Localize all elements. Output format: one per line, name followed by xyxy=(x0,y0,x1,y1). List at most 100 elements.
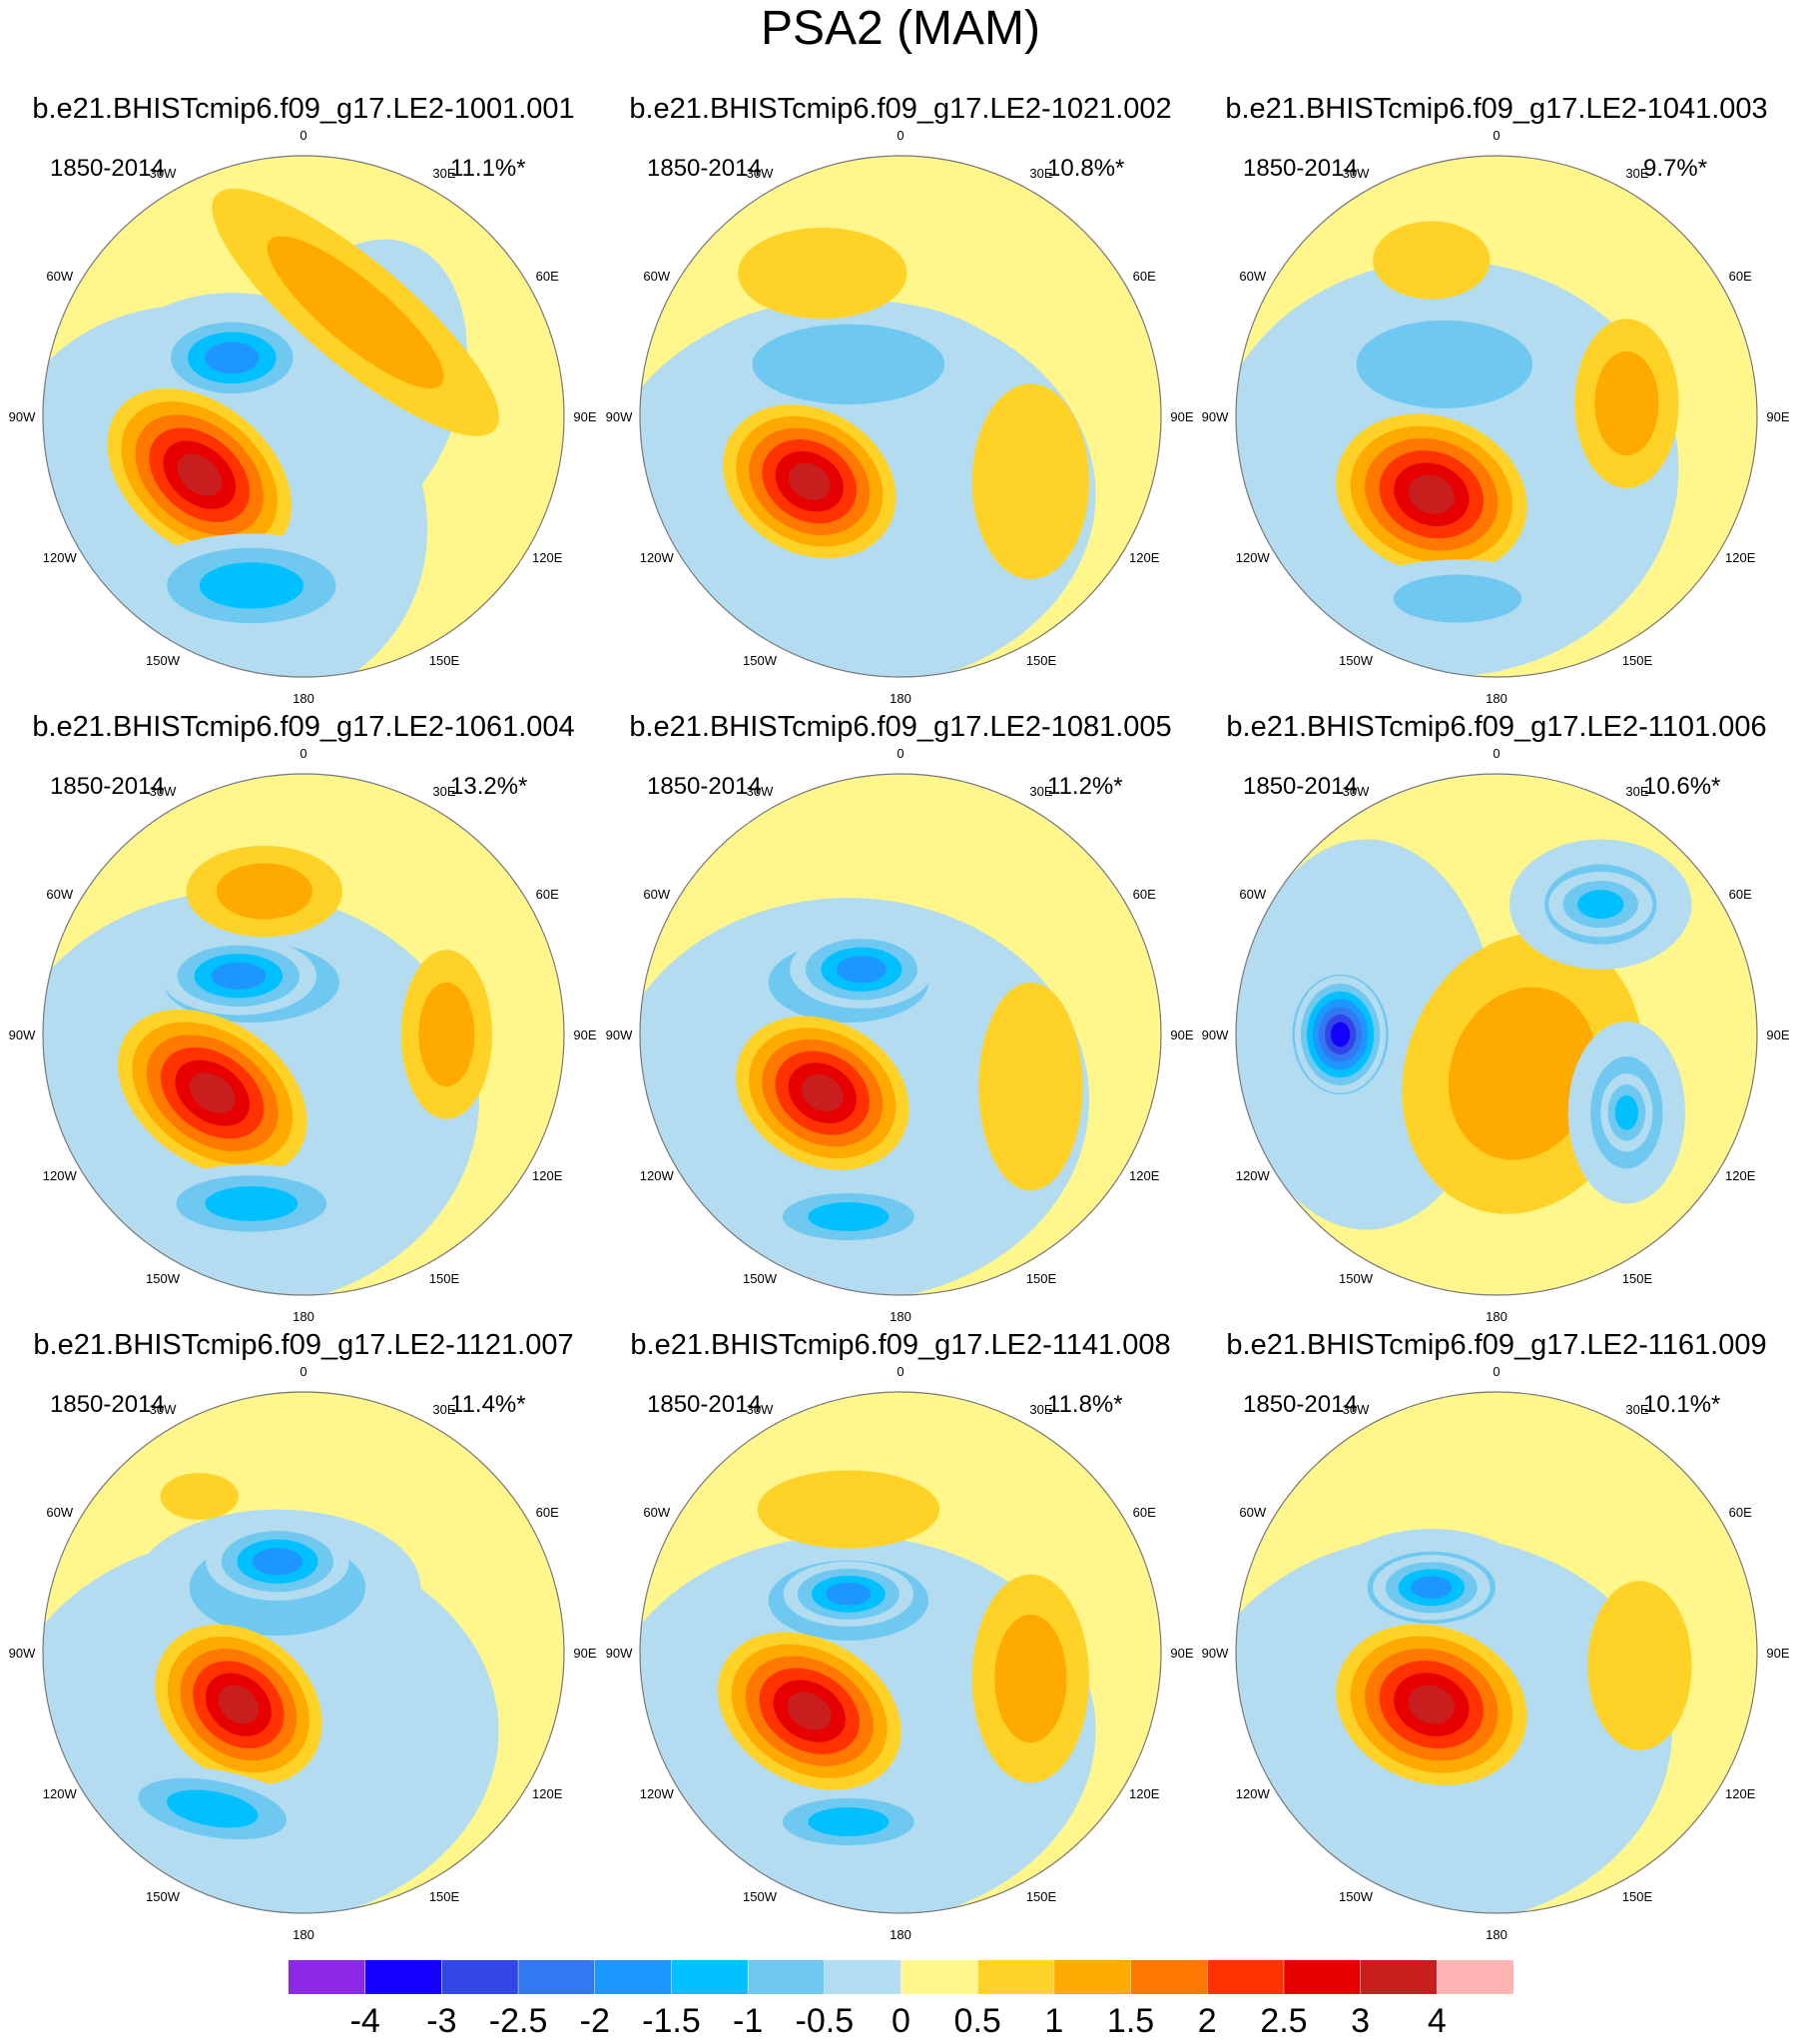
longitude-label: 30E xyxy=(1625,166,1648,181)
map-field xyxy=(43,1392,564,1913)
longitude-label: 180 xyxy=(1486,691,1507,706)
panel-title: b.e21.BHISTcmip6.f09_g17.LE2-1101.006 xyxy=(1226,711,1766,743)
panel-title: b.e21.BHISTcmip6.f09_g17.LE2-1061.004 xyxy=(32,711,574,743)
longitude-label: 60W xyxy=(46,1505,73,1520)
longitude-label: 90E xyxy=(1766,1646,1789,1661)
longitude-label: 120W xyxy=(43,1786,78,1801)
map-field xyxy=(43,156,564,677)
map-panel: b.e21.BHISTcmip6.f09_g17.LE2-1121.007 185… xyxy=(9,1329,597,1942)
anomaly-contour xyxy=(1373,221,1491,300)
longitude-label: 90W xyxy=(1202,409,1229,424)
longitude-label: 0 xyxy=(300,128,306,143)
colorbar-label: 1.5 xyxy=(1107,2002,1154,2039)
anomaly-contour xyxy=(218,1685,260,1724)
anomaly-contour xyxy=(978,982,1083,1191)
colorbar-box xyxy=(671,1960,749,1994)
longitude-label: 30W xyxy=(1343,1402,1370,1417)
anomaly-contour xyxy=(752,324,945,404)
longitude-label: 90W xyxy=(9,1027,36,1042)
colorbar-label: 1 xyxy=(1044,2002,1063,2039)
longitude-label: 150E xyxy=(429,1889,460,1904)
map-panel: b.e21.BHISTcmip6.f09_g17.LE2-1001.001 185… xyxy=(9,93,597,706)
panel-period: 1850-2014 xyxy=(1243,1391,1358,1418)
panel-title: b.e21.BHISTcmip6.f09_g17.LE2-1081.005 xyxy=(629,711,1171,743)
anomaly-contour xyxy=(177,453,223,496)
longitude-label: 30W xyxy=(150,166,177,181)
longitude-label: 30E xyxy=(1625,1402,1648,1417)
panel-period: 1850-2014 xyxy=(50,155,165,182)
longitude-label: 0 xyxy=(1493,1364,1500,1379)
panel-percent: 11.1%* xyxy=(450,155,526,182)
longitude-label: 60W xyxy=(643,887,670,902)
longitude-label: 120W xyxy=(43,550,78,565)
panel-period: 1850-2014 xyxy=(50,773,165,800)
longitude-label: 60W xyxy=(1239,269,1266,284)
longitude-label: 180 xyxy=(890,1309,911,1324)
longitude-label: 150W xyxy=(1339,1271,1374,1286)
anomaly-contour xyxy=(787,1692,833,1730)
map-panel: b.e21.BHISTcmip6.f09_g17.LE2-1021.002 185… xyxy=(606,93,1194,706)
panel-period: 1850-2014 xyxy=(1243,155,1358,182)
longitude-label: 90W xyxy=(606,409,633,424)
longitude-label: 30W xyxy=(747,784,774,799)
colorbar-label: 4 xyxy=(1428,2002,1447,2039)
longitude-label: 0 xyxy=(897,128,903,143)
anomaly-contour xyxy=(836,956,887,984)
longitude-label: 150W xyxy=(743,653,778,668)
longitude-label: 30E xyxy=(1029,784,1052,799)
longitude-label: 60E xyxy=(1133,1505,1156,1520)
map-field xyxy=(1236,156,1757,677)
map-border xyxy=(639,773,1162,1296)
anomaly-contour xyxy=(199,562,303,609)
colorbar-box xyxy=(364,1960,442,1994)
panel-title: b.e21.BHISTcmip6.f09_g17.LE2-1141.008 xyxy=(630,1329,1170,1361)
longitude-label: 120W xyxy=(640,1786,675,1801)
longitude-label: 90E xyxy=(573,409,596,424)
longitude-label: 120W xyxy=(1236,1786,1271,1801)
anomaly-contour xyxy=(160,1473,239,1521)
figure-title: PSA2 (MAM) xyxy=(761,2,1040,55)
longitude-label: 150E xyxy=(1026,653,1057,668)
longitude-label: 90W xyxy=(606,1027,633,1042)
longitude-label: 30E xyxy=(432,1402,455,1417)
anomaly-contour xyxy=(1411,1576,1453,1600)
longitude-label: 0 xyxy=(897,746,903,761)
longitude-label: 90E xyxy=(1170,1646,1193,1661)
anomaly-contour xyxy=(1408,474,1456,514)
longitude-label: 180 xyxy=(293,1927,314,1942)
colorbar-box xyxy=(1053,1960,1131,1994)
anomaly-contour xyxy=(801,1073,844,1112)
longitude-label: 60E xyxy=(536,1505,559,1520)
longitude-label: 180 xyxy=(1486,1309,1507,1324)
longitude-label: 150E xyxy=(1622,1889,1653,1904)
longitude-label: 90W xyxy=(9,409,36,424)
map-field xyxy=(640,156,1161,677)
longitude-label: 60W xyxy=(46,269,73,284)
longitude-label: 30W xyxy=(747,166,774,181)
longitude-label: 90W xyxy=(1202,1027,1229,1042)
panel-title: b.e21.BHISTcmip6.f09_g17.LE2-1041.003 xyxy=(1225,93,1767,125)
map-border xyxy=(1235,773,1758,1296)
colorbar-box xyxy=(900,1960,978,1994)
longitude-label: 30W xyxy=(150,1402,177,1417)
colorbar-box xyxy=(518,1960,595,1994)
longitude-label: 180 xyxy=(1486,1927,1507,1942)
anomaly-contour xyxy=(267,236,444,388)
map-panel: b.e21.BHISTcmip6.f09_g17.LE2-1101.006 185… xyxy=(1202,711,1790,1324)
anomaly-contour xyxy=(252,1548,302,1576)
anomaly-contour xyxy=(211,962,267,990)
colorbar-label: -4 xyxy=(350,2002,380,2039)
panel-period: 1850-2014 xyxy=(1243,773,1358,800)
anomaly-contour xyxy=(167,1789,259,1828)
colorbar-label: 0.5 xyxy=(954,2002,1001,2039)
longitude-label: 30W xyxy=(1343,784,1370,799)
longitude-label: 60W xyxy=(1239,887,1266,902)
longitude-label: 150E xyxy=(429,653,460,668)
longitude-label: 60W xyxy=(1239,1505,1266,1520)
longitude-label: 150E xyxy=(1026,1889,1057,1904)
longitude-label: 60E xyxy=(536,269,559,284)
longitude-label: 150W xyxy=(146,1889,181,1904)
anomaly-contour xyxy=(1594,350,1659,456)
map-border xyxy=(42,155,565,678)
